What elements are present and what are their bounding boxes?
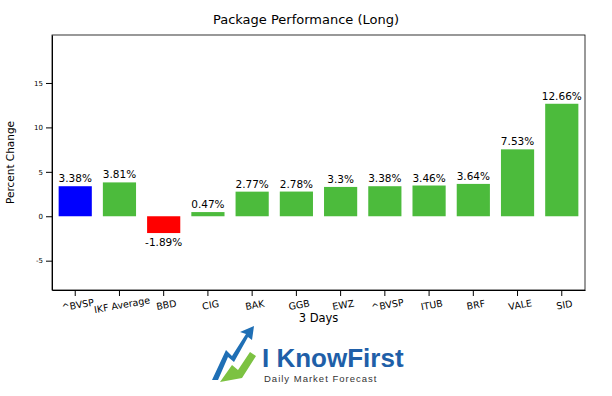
y-tick-mark	[46, 216, 52, 217]
x-tick-label: IKF Average	[93, 294, 151, 315]
logo-title: I KnowFirst	[262, 343, 404, 373]
x-tick-label: VALE	[508, 297, 533, 312]
data-label: 3.38%	[368, 172, 401, 184]
x-tick-mark	[296, 290, 297, 296]
bar	[368, 186, 401, 216]
bar	[236, 192, 269, 217]
bar	[324, 187, 357, 216]
x-tick: BRF	[466, 290, 486, 312]
x-tick-mark	[207, 290, 208, 296]
y-tick-label: 10	[34, 124, 43, 132]
y-axis: -5 0 5 10 15	[34, 36, 52, 291]
x-tick: BBD	[155, 290, 177, 312]
chart: Package Performance (Long)-5051015^BVSPI…	[0, 0, 612, 396]
y-tick: 15	[34, 80, 52, 88]
y-tick-mark	[46, 127, 52, 128]
bar	[280, 192, 313, 217]
y-tick-mark	[46, 172, 52, 173]
x-tick-mark	[119, 290, 120, 296]
x-tick: GGB	[288, 290, 311, 312]
x-tick-mark	[473, 290, 474, 296]
x-axis-title: 3 Days	[299, 311, 339, 325]
x-tick-label: BRF	[466, 298, 486, 312]
data-label: 2.77%	[235, 178, 268, 190]
x-tick-mark	[252, 290, 253, 296]
x-tick-label: BAK	[244, 298, 266, 312]
data-label: 0.47%	[191, 198, 224, 210]
y-tick: 10	[34, 124, 52, 132]
bar	[59, 186, 92, 216]
data-label: 2.78%	[280, 178, 313, 190]
y-tick-mark	[46, 83, 52, 84]
data-label: 3.81%	[103, 168, 136, 180]
x-axis-line	[53, 290, 586, 291]
x-tick-label: ^BVSP	[371, 296, 405, 313]
x-tick-mark	[75, 290, 76, 296]
x-tick-label: CIG	[201, 298, 219, 312]
x-tick-label: ^BVSP	[61, 296, 95, 313]
x-tick-label: EWZ	[331, 297, 355, 312]
data-labels: 3.38% 3.81% -1.89% 0.47% 2.77% 2.78% 3.3% 3.38%…	[59, 90, 582, 248]
data-label: 3.38%	[59, 172, 92, 184]
bar	[545, 104, 578, 216]
y-tick-label: 15	[34, 80, 43, 88]
y-tick-label: 5	[39, 169, 43, 177]
bar	[191, 212, 224, 216]
x-tick: BAK	[244, 290, 266, 312]
x-tick-label: GGB	[288, 298, 311, 313]
x-tick: CIG	[201, 290, 219, 312]
x-tick: EWZ	[331, 290, 355, 312]
bars	[59, 104, 579, 233]
y-tick: -5	[36, 257, 52, 265]
bar	[457, 184, 490, 216]
y-axis-title: Percent Change	[4, 121, 16, 204]
data-label: 3.64%	[457, 170, 490, 182]
y-tick-label: -5	[36, 257, 43, 265]
plot-frame	[52, 35, 585, 290]
bar	[501, 149, 534, 216]
x-tick-label: ITUB	[420, 297, 444, 312]
y-axis-line	[52, 36, 53, 291]
x-tick: ^BVSP	[371, 290, 405, 313]
logo-subtitle: Daily Market Forecast	[264, 373, 377, 384]
x-tick-mark	[340, 290, 341, 296]
y-tick-label: 0	[39, 213, 43, 221]
x-tick-mark	[561, 290, 562, 296]
y-tick: 0	[39, 213, 52, 221]
x-tick: ITUB	[420, 290, 444, 312]
data-label: 3.3%	[327, 173, 354, 185]
data-label: -1.89%	[145, 236, 182, 248]
bar	[412, 186, 445, 217]
x-tick-mark	[517, 290, 518, 296]
data-label: 7.53%	[501, 135, 534, 147]
logo: I KnowFirstDaily Market Forecast	[212, 326, 404, 384]
logo-arrow	[220, 352, 256, 382]
title: Package Performance (Long)	[213, 12, 399, 27]
data-label: 12.66%	[542, 90, 582, 102]
bar	[103, 182, 136, 216]
x-tick: ^BVSP	[61, 290, 95, 313]
x-tick: VALE	[508, 290, 533, 312]
x-tick-label: BBD	[155, 298, 177, 312]
x-tick: IKF Average	[93, 290, 151, 315]
x-tick-mark	[163, 290, 164, 296]
x-tick: SID	[555, 290, 573, 312]
data-label: 3.46%	[412, 172, 445, 184]
y-tick-mark	[46, 261, 52, 262]
x-tick-mark	[384, 290, 385, 296]
x-tick-label: SID	[555, 298, 573, 312]
y-tick: 5	[39, 169, 52, 177]
x-tick-mark	[429, 290, 430, 296]
bar	[147, 216, 180, 233]
